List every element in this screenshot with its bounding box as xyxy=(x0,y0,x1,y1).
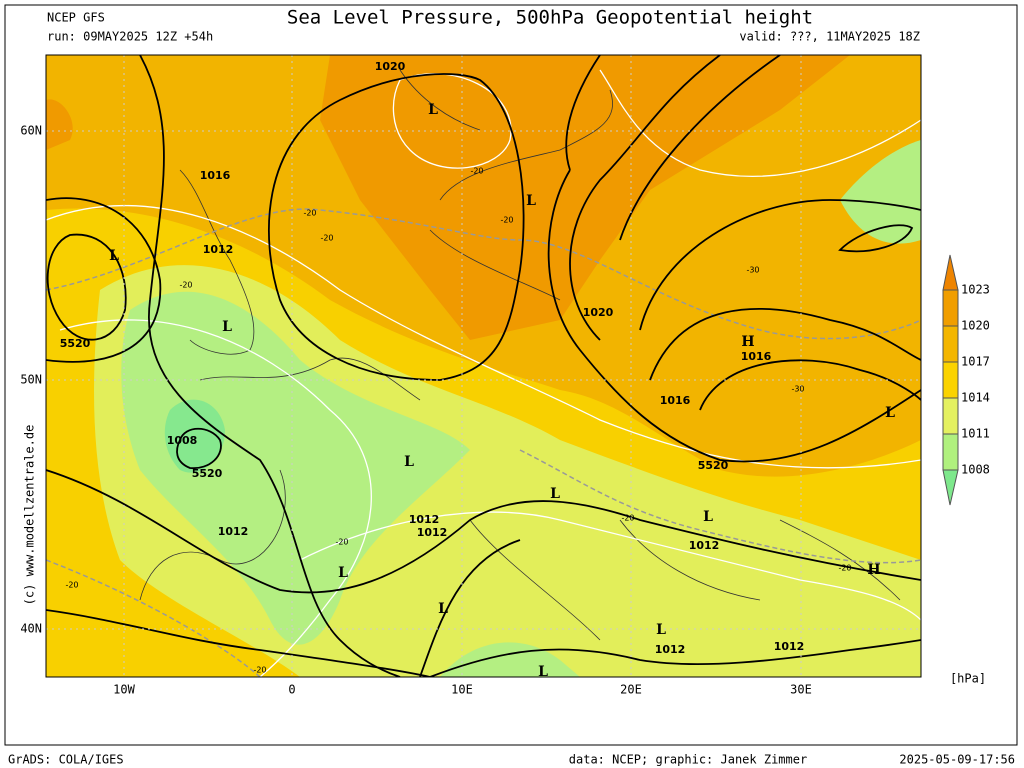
pressure-center: L xyxy=(526,193,536,209)
contour-label: 1016 xyxy=(660,394,691,407)
legend-swatch xyxy=(942,397,959,435)
contour-label: 1012 xyxy=(417,526,448,539)
pressure-center: H xyxy=(741,334,754,350)
contour-label: -20 xyxy=(621,514,634,523)
pressure-center: L xyxy=(885,405,895,421)
footer-left: GrADS: COLA/IGES xyxy=(8,753,124,767)
pressure-center: H xyxy=(867,562,880,578)
lon-label: 0 xyxy=(288,683,295,697)
legend-swatch xyxy=(942,433,959,471)
legend-swatch xyxy=(942,361,959,399)
pressure-center: L xyxy=(703,509,713,525)
legend: 1008 1011 1014 1017 1020 1023 xyxy=(942,254,990,506)
contour-label: 1012 xyxy=(689,539,720,552)
lon-label: 10E xyxy=(451,683,473,697)
legend-swatch xyxy=(942,289,959,327)
pressure-center: L xyxy=(428,102,438,118)
legend-label: 1020 xyxy=(961,319,990,333)
contour-label: 1020 xyxy=(583,306,614,319)
contour-label: -20 xyxy=(500,216,513,225)
legend-label: 1011 xyxy=(961,427,990,441)
model: NCEP GFS xyxy=(47,11,105,25)
legend-unit: [hPa] xyxy=(950,672,986,686)
contour-label: -20 xyxy=(335,538,348,547)
contour-label: 1016 xyxy=(200,169,231,182)
lon-label: 20E xyxy=(620,683,642,697)
contour-label: 1012 xyxy=(409,513,440,526)
lon-label: 30E xyxy=(790,683,812,697)
lat-label: 50N xyxy=(20,373,42,387)
contour-label: 5520 xyxy=(698,459,729,472)
lat-label: 60N xyxy=(20,124,42,138)
pressure-center: L xyxy=(550,486,560,502)
contour-label: 1016 xyxy=(741,350,772,363)
contour-label: -20 xyxy=(253,666,266,675)
pressure-center: L xyxy=(656,622,666,638)
contour-label: -20 xyxy=(320,234,333,243)
contour-label: -30 xyxy=(791,385,804,394)
contour-label: -20 xyxy=(470,167,483,176)
pressure-center: L xyxy=(109,248,119,264)
footer-center: data: NCEP; graphic: Janek Zimmer xyxy=(569,753,807,767)
pressure-center: L xyxy=(404,454,414,470)
pressure-center: L xyxy=(222,319,232,335)
contour-label: 1012 xyxy=(218,525,249,538)
valid: valid: ???, 11MAY2025 18Z xyxy=(739,30,920,44)
legend-label: 1014 xyxy=(961,391,990,405)
legend-swatch xyxy=(942,325,959,363)
map xyxy=(46,55,921,677)
contour-label: -20 xyxy=(179,281,192,290)
legend-label: 1023 xyxy=(961,283,990,297)
contour-label: 1012 xyxy=(655,643,686,656)
pressure-center: L xyxy=(338,565,348,581)
contour-label: 5520 xyxy=(192,467,223,480)
footer-right: 2025-05-09-17:56 xyxy=(899,753,1015,767)
contour-label: 1012 xyxy=(774,640,805,653)
map-border xyxy=(45,54,922,678)
contour-label: 1020 xyxy=(375,60,406,73)
contour-label: 5520 xyxy=(60,337,91,350)
pressure-center: L xyxy=(438,601,448,617)
legend-label: 1008 xyxy=(961,463,990,477)
legend-label: 1017 xyxy=(961,355,990,369)
contour-label: -30 xyxy=(746,266,759,275)
contour-label: 1012 xyxy=(203,243,234,256)
lat-label: 40N xyxy=(20,622,42,636)
credit: (c) www.modellzentrale.de xyxy=(23,425,37,606)
lon-label: 10W xyxy=(113,683,135,697)
title: Sea Level Pressure, 500hPa Geopotential … xyxy=(287,7,813,29)
contour-label: -20 xyxy=(65,581,78,590)
contour-label: 1008 xyxy=(167,434,198,447)
contour-label: -20 xyxy=(838,564,851,573)
contour-label: -20 xyxy=(303,209,316,218)
run: run: 09MAY2025 12Z +54h xyxy=(47,30,213,44)
pressure-center: L xyxy=(538,664,548,680)
